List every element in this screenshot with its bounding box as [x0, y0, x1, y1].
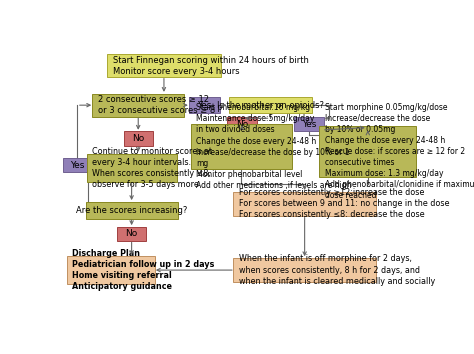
- Text: Start morphine 0.05mg/kg/dose
Increase/decrease the dose
by 10% or 0.05mg
Change: Start morphine 0.05mg/kg/dose Increase/d…: [325, 103, 474, 200]
- FancyBboxPatch shape: [319, 126, 417, 177]
- FancyBboxPatch shape: [124, 131, 153, 145]
- FancyBboxPatch shape: [86, 202, 178, 218]
- FancyBboxPatch shape: [227, 117, 256, 131]
- FancyBboxPatch shape: [63, 158, 91, 172]
- Text: Are the scores increasing?: Are the scores increasing?: [76, 206, 187, 215]
- Text: Discharge Plan
Pediatrician follow up in 2 days
Home visiting referral
Anticipat: Discharge Plan Pediatrician follow up in…: [72, 249, 214, 291]
- Text: For scores consistently ≥12:increase the dose
For scores between 9 and 11: no ch: For scores consistently ≥12:increase the…: [238, 188, 449, 219]
- FancyBboxPatch shape: [233, 258, 376, 282]
- FancyBboxPatch shape: [66, 256, 155, 284]
- Text: Yes: Yes: [197, 101, 211, 110]
- Text: Start Finnegan scoring within 24 hours of birth
Monitor score every 3-4 hours: Start Finnegan scoring within 24 hours o…: [112, 56, 309, 76]
- Text: Is the mother on opioids?: Is the mother on opioids?: [217, 101, 324, 110]
- FancyBboxPatch shape: [87, 154, 177, 182]
- Text: 2 consecutive scores ≥ 12
or 3 consecutive scores ≥ 8: 2 consecutive scores ≥ 12 or 3 consecuti…: [98, 95, 215, 115]
- FancyBboxPatch shape: [233, 192, 376, 216]
- FancyBboxPatch shape: [117, 227, 146, 241]
- Text: No: No: [126, 229, 138, 238]
- FancyBboxPatch shape: [294, 117, 324, 131]
- Text: No: No: [132, 134, 145, 143]
- FancyBboxPatch shape: [191, 124, 292, 169]
- Text: Yes: Yes: [70, 161, 84, 170]
- FancyBboxPatch shape: [229, 97, 312, 113]
- Text: Yes: Yes: [302, 120, 316, 129]
- Text: When the infant is off morphine for 2 days,
when scores consistently, 8 h for 2 : When the infant is off morphine for 2 da…: [238, 255, 435, 286]
- FancyBboxPatch shape: [189, 97, 220, 113]
- FancyBboxPatch shape: [92, 93, 184, 117]
- Text: Start phenobarbital:16 mg/kg
Maintenance dose:5mg/kg/day
in two divided doses
Ch: Start phenobarbital:16 mg/kg Maintenance…: [196, 103, 352, 190]
- FancyBboxPatch shape: [107, 54, 221, 77]
- Text: Continue to monitor scores at
every 3-4 hour intervals.
When scores consistently: Continue to monitor scores at every 3-4 …: [92, 147, 212, 189]
- Text: No: No: [236, 120, 248, 129]
